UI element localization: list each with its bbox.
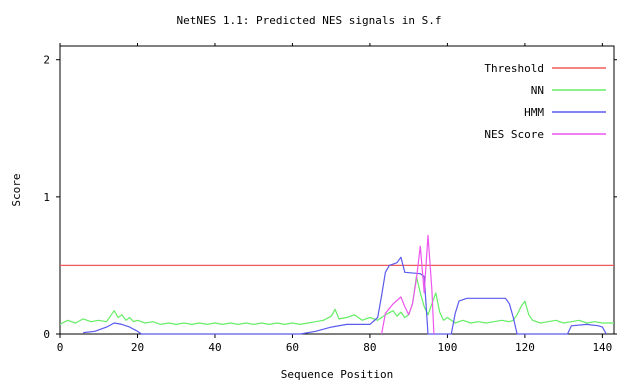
x-tick-label: 100 <box>437 341 457 354</box>
x-tick-label: 140 <box>592 341 612 354</box>
series-line-hmm <box>83 256 607 335</box>
legend-label-threshold: Threshold <box>484 62 544 75</box>
x-tick-label: 120 <box>515 341 535 354</box>
plot-frame <box>59 45 615 335</box>
legend-label-nes-score: NES Score <box>484 128 544 141</box>
y-axis-label: Score <box>10 173 23 206</box>
x-tick-label: 0 <box>57 341 64 354</box>
y-tick-label: 1 <box>43 191 50 204</box>
x-tick-label: 20 <box>131 341 144 354</box>
x-axis-label: Sequence Position <box>281 368 394 381</box>
chart-title: NetNES 1.1: Predicted NES signals in S.f <box>177 14 442 27</box>
y-tick-label: 0 <box>43 328 50 341</box>
y-tick-label: 2 <box>43 54 50 67</box>
axis-ticks: 0 20 40 60 80 100 120 140 0 1 2 <box>43 43 617 354</box>
legend-label-hmm: HMM <box>524 106 544 119</box>
x-tick-label: 80 <box>363 341 376 354</box>
x-tick-label: 40 <box>208 341 221 354</box>
legend: Threshold NN HMM NES Score <box>484 62 606 141</box>
legend-label-nn: NN <box>531 84 544 97</box>
series-line-nes-score <box>381 234 435 335</box>
x-tick-label: 60 <box>286 341 299 354</box>
series-line-nn <box>59 275 614 325</box>
series-layer <box>59 234 614 335</box>
